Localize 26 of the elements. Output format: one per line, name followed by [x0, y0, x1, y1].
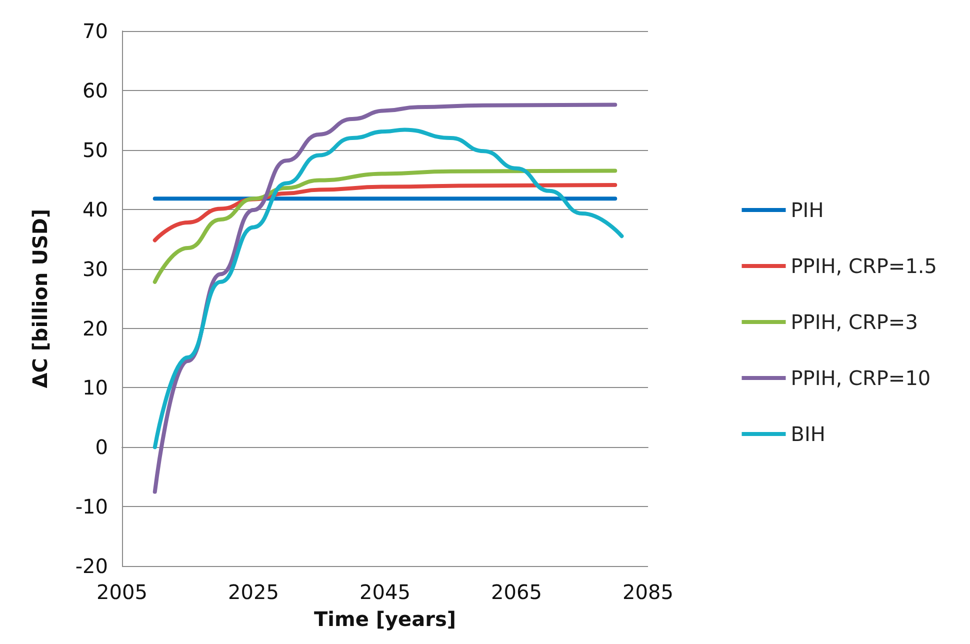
x-axis-title: Time [years] — [314, 607, 456, 631]
y-tick-label: -20 — [75, 554, 108, 578]
x-tick-label: 2005 — [96, 580, 148, 604]
y-tick-label: 50 — [82, 138, 108, 162]
line-series — [152, 128, 624, 450]
y-tick-label: 40 — [82, 197, 108, 222]
legend-label: PPIH, CRP=10 — [790, 366, 931, 390]
legend-label: PIH — [790, 198, 824, 222]
y-tick-label: 10 — [82, 376, 108, 400]
line-series — [152, 168, 618, 284]
x-tick-label: 2045 — [360, 580, 410, 604]
x-tick-label: 2065 — [491, 580, 542, 604]
legend-label: PPIH, CRP=3 — [790, 310, 918, 334]
legend-label: PPIH, CRP=1.5 — [790, 254, 938, 278]
y-tick-label: 60 — [82, 78, 108, 102]
line-series — [152, 182, 618, 242]
y-axis-title: ΔC [billion USD] — [28, 208, 52, 388]
y-tick-label: 0 — [95, 435, 108, 460]
legend-label: BIH — [790, 422, 826, 446]
x-tick-label: 2025 — [228, 580, 279, 604]
y-tick-label: 20 — [82, 316, 108, 340]
y-tick-label: 70 — [82, 19, 108, 43]
x-tick-label: 2085 — [622, 580, 674, 604]
y-tick-label: -10 — [75, 494, 108, 519]
line-series — [152, 102, 618, 494]
y-tick-label: 30 — [82, 256, 108, 281]
